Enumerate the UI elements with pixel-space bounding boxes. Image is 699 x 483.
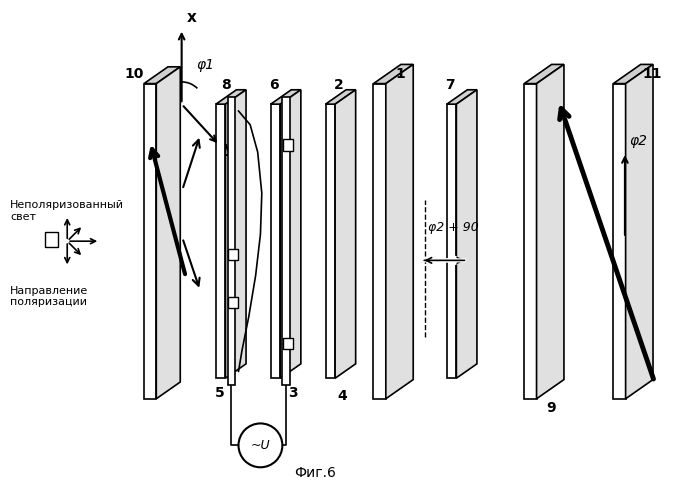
Text: 4: 4 (337, 389, 347, 403)
Text: 8: 8 (222, 78, 231, 92)
Polygon shape (386, 64, 413, 399)
Polygon shape (326, 90, 356, 104)
Polygon shape (373, 64, 413, 84)
Text: 3: 3 (288, 386, 298, 400)
Polygon shape (216, 90, 246, 104)
Circle shape (238, 424, 282, 467)
Polygon shape (613, 64, 653, 84)
Bar (229, 249, 238, 260)
Bar (229, 297, 238, 308)
Text: φ2: φ2 (629, 134, 647, 148)
Polygon shape (456, 90, 477, 378)
Polygon shape (216, 104, 226, 378)
Bar (283, 139, 293, 151)
Polygon shape (447, 104, 456, 378)
Polygon shape (613, 84, 626, 399)
Polygon shape (144, 67, 180, 84)
Text: Неполяризованный
свет: Неполяризованный свет (10, 200, 124, 222)
Text: φ1: φ1 (196, 57, 215, 71)
Text: 11: 11 (642, 67, 661, 81)
Text: y: y (224, 142, 234, 156)
Polygon shape (524, 84, 537, 399)
Text: Направление
поляризации: Направление поляризации (10, 286, 89, 307)
Polygon shape (537, 64, 564, 399)
Polygon shape (373, 84, 386, 399)
Polygon shape (524, 64, 564, 84)
Polygon shape (144, 84, 157, 399)
Text: φ2 + 90: φ2 + 90 (428, 221, 479, 234)
Text: ~U: ~U (251, 439, 271, 452)
Bar (45, 232, 57, 247)
Polygon shape (157, 67, 180, 399)
Polygon shape (271, 104, 280, 378)
Polygon shape (228, 97, 235, 385)
Text: 9: 9 (546, 401, 556, 415)
Text: 7: 7 (445, 78, 455, 92)
Text: 1: 1 (396, 67, 405, 81)
Text: x: x (187, 10, 196, 25)
Polygon shape (226, 90, 246, 378)
Polygon shape (282, 97, 290, 385)
Polygon shape (326, 104, 335, 378)
Text: 2: 2 (333, 78, 343, 92)
Polygon shape (271, 90, 301, 104)
Polygon shape (335, 90, 356, 378)
Polygon shape (447, 90, 477, 104)
Text: Фиг.6: Фиг.6 (294, 466, 336, 480)
Polygon shape (626, 64, 653, 399)
Polygon shape (280, 90, 301, 378)
Text: 10: 10 (125, 67, 144, 81)
Bar (283, 338, 293, 349)
Text: 5: 5 (215, 386, 225, 400)
Text: 6: 6 (269, 78, 279, 92)
